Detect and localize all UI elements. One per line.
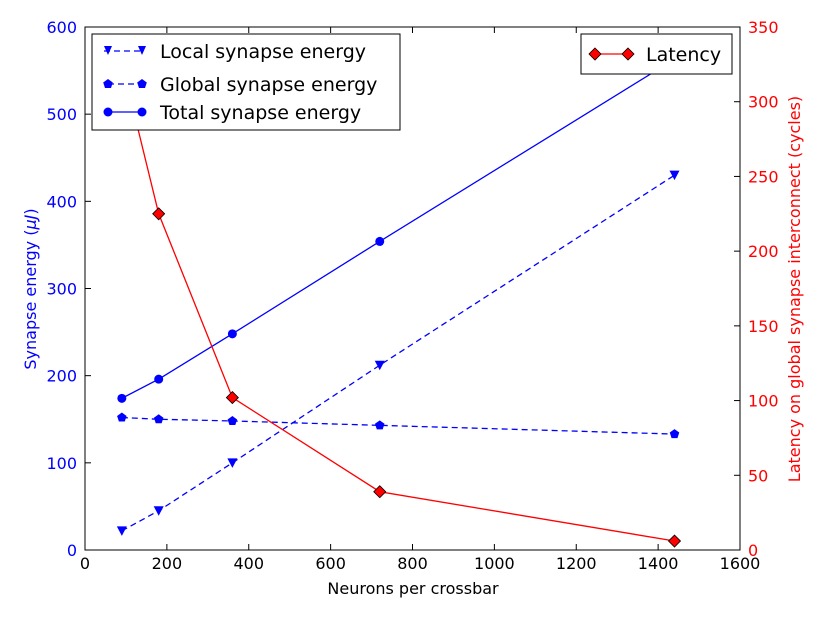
data-point-latency xyxy=(373,485,387,499)
left-tick-label: 500 xyxy=(46,105,77,124)
left-axis-label-close: ) xyxy=(21,208,40,214)
x-axis-ticks: 0 200 400 600 800 1000 1200 1400 1600 xyxy=(80,27,760,573)
legend-entry-total: Total synapse energy xyxy=(103,102,361,124)
left-axis-label-unit: μJ xyxy=(21,214,40,230)
right-tick-label: 250 xyxy=(748,167,779,186)
right-tick-label: 200 xyxy=(748,242,779,261)
data-point-global-synapse-energy xyxy=(153,414,164,424)
data-point-latency xyxy=(152,207,166,221)
left-axis-label: Synapse energy (μJ) xyxy=(21,208,40,369)
legend-latency-marker-1 xyxy=(588,47,602,61)
left-axis-ticks: 0 100 200 300 400 500 600 xyxy=(46,18,91,560)
right-tick-label: 300 xyxy=(748,93,779,112)
legend-entry-global: Global synapse energy xyxy=(103,74,377,96)
x-tick-label: 600 xyxy=(315,554,346,573)
x-tick-label: 1400 xyxy=(638,554,679,573)
x-tick-label: 200 xyxy=(152,554,183,573)
legend-latency-marker-2 xyxy=(621,47,635,61)
data-point-local-synapse-energy xyxy=(669,170,680,181)
left-axis-label-text: Synapse energy ( xyxy=(21,230,40,370)
right-tick-label: 0 xyxy=(748,541,758,560)
x-tick-label: 1000 xyxy=(474,554,515,573)
data-point-latency xyxy=(667,534,682,548)
x-tick-label: 1600 xyxy=(720,554,761,573)
data-point-total-synapse-energy xyxy=(227,329,237,339)
x-tick-label: 0 xyxy=(80,554,90,573)
data-point-local-synapse-energy xyxy=(153,506,164,516)
left-tick-label: 0 xyxy=(67,541,77,560)
legend-total-label: Total synapse energy xyxy=(159,102,361,124)
legend-total-marker-2 xyxy=(137,107,147,117)
left-tick-label: 600 xyxy=(46,18,77,37)
legend-global-marker-1 xyxy=(103,79,113,88)
data-point-total-synapse-energy xyxy=(117,393,127,403)
data-point-global-synapse-energy xyxy=(374,420,385,430)
right-tick-label: 50 xyxy=(748,466,768,485)
right-tick-label: 350 xyxy=(748,18,779,37)
data-point-local-synapse-energy xyxy=(116,526,127,536)
legend-left: Local synapse energy Global synapse ener… xyxy=(91,33,401,131)
data-point-local-synapse-energy xyxy=(227,458,238,468)
left-tick-label: 200 xyxy=(46,367,77,386)
series-line-local-synapse-energy xyxy=(121,174,675,532)
x-tick-label: 1200 xyxy=(556,554,597,573)
legend-local-marker-1 xyxy=(104,46,112,55)
legend-right: Latency xyxy=(580,33,733,75)
x-tick-label: 400 xyxy=(233,554,264,573)
data-point-global-synapse-energy xyxy=(669,429,680,439)
legend-latency-label: Latency xyxy=(646,44,721,66)
right-tick-label: 100 xyxy=(748,392,779,411)
data-point-local-synapse-energy xyxy=(374,360,385,371)
data-point-total-synapse-energy xyxy=(375,236,385,246)
legend-global-label: Global synapse energy xyxy=(160,74,377,96)
data-point-global-synapse-energy xyxy=(117,412,127,422)
x-axis-label: Neurons per crossbar xyxy=(327,579,499,598)
right-tick-label: 150 xyxy=(748,317,779,336)
legend-total-marker-1 xyxy=(103,107,113,117)
x-tick-label: 800 xyxy=(397,554,428,573)
legend-local-marker-2 xyxy=(138,46,146,55)
data-point-global-synapse-energy xyxy=(227,415,238,426)
series-markers xyxy=(115,54,682,548)
legend-local-label: Local synapse energy xyxy=(160,41,366,63)
left-tick-label: 100 xyxy=(46,454,77,473)
data-point-total-synapse-energy xyxy=(154,374,164,384)
left-tick-label: 300 xyxy=(46,280,77,299)
legend-global-marker-2 xyxy=(137,79,147,88)
right-axis-label: Latency on global synapse interconnect (… xyxy=(785,96,804,482)
legend-entry-local: Local synapse energy xyxy=(104,41,366,63)
right-axis-ticks: 0 50 100 150 200 250 300 350 xyxy=(734,18,779,560)
data-point-latency xyxy=(225,391,239,405)
left-tick-label: 400 xyxy=(46,192,77,211)
